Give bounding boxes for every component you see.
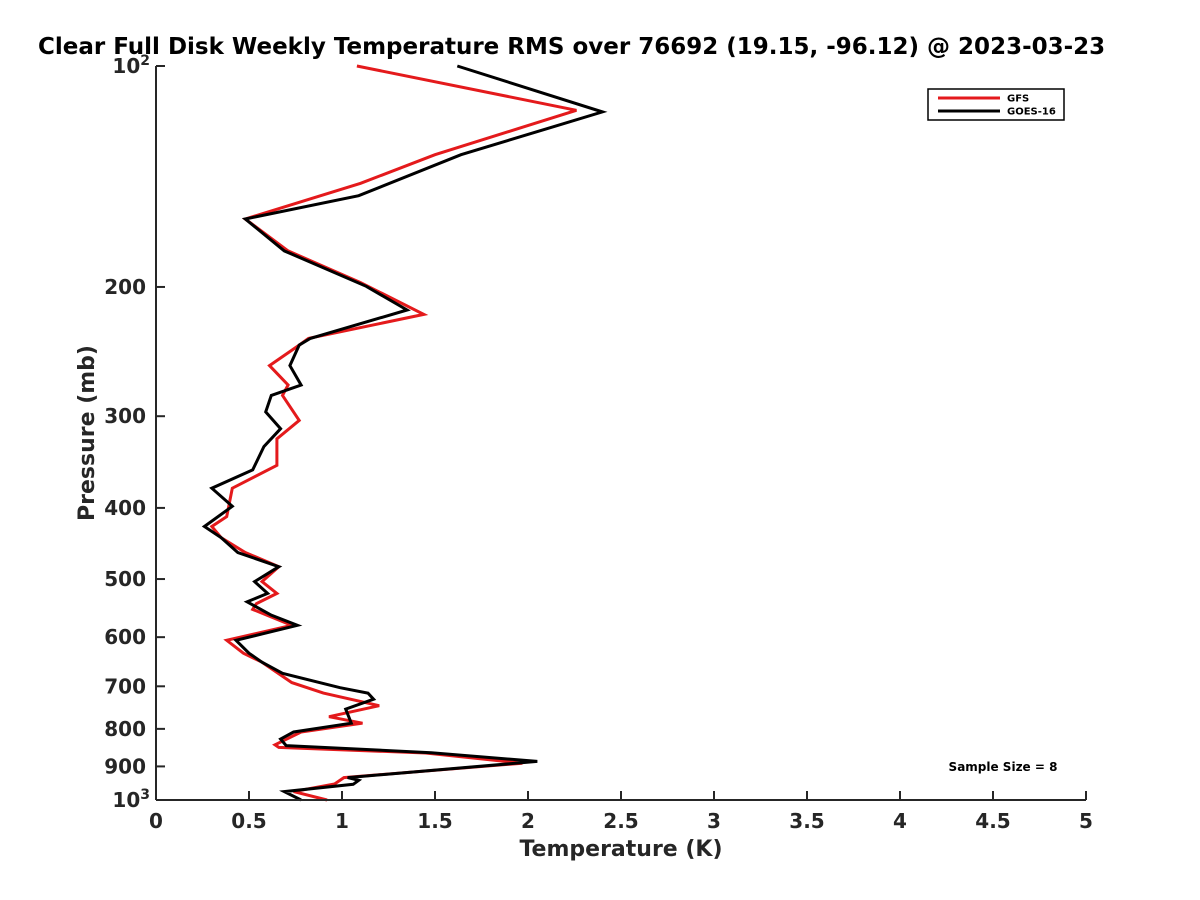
x-axis-label: Temperature (K)	[519, 837, 722, 862]
y-tick-label: 300	[104, 404, 146, 428]
y-tick-label: 400	[104, 496, 146, 520]
series-layer	[201, 64, 608, 802]
y-tick-label: 600	[104, 625, 146, 649]
x-tick-label: 5	[1079, 809, 1093, 833]
x-tick-label: 3.5	[789, 809, 824, 833]
y-tick-label: 700	[104, 674, 146, 698]
x-tick-label: 4.5	[975, 809, 1010, 833]
x-tick-label: 1.5	[417, 809, 452, 833]
y-tick-label: 500	[104, 567, 146, 591]
y-tick-label: 800	[104, 717, 146, 741]
series-line-gfs	[209, 64, 577, 802]
y-axis-label: Pressure (mb)	[75, 345, 100, 521]
x-tick-label: 0	[149, 809, 163, 833]
legend-box	[927, 88, 1065, 121]
legend: GFS GOES-16	[927, 88, 1065, 121]
y-ticks: 102 200 300 400 500 600 700 800 900 103	[104, 53, 165, 812]
x-tick-label: 2.5	[603, 809, 638, 833]
y-tick-label: 900	[104, 754, 146, 778]
y-tick-label: 200	[104, 275, 146, 299]
chart-title: Clear Full Disk Weekly Temperature RMS o…	[38, 34, 1105, 60]
series-line-goes-16	[201, 64, 608, 802]
x-tick-label: 1	[335, 809, 349, 833]
legend-label: GFS	[1007, 94, 1029, 105]
x-tick-label: 3	[707, 809, 721, 833]
x-tick-label: 0.5	[231, 809, 266, 833]
x-tick-label: 2	[521, 809, 535, 833]
sample-size-annotation: Sample Size = 8	[949, 760, 1058, 774]
y-tick-label: 102	[112, 53, 150, 78]
x-tick-label: 4	[893, 809, 907, 833]
x-ticks: 0 0.5 1 1.5 2 2.5 3 3.5 4 4.5 5	[149, 791, 1093, 833]
y-tick-label: 103	[112, 787, 150, 812]
legend-label: GOES-16	[1007, 107, 1056, 118]
